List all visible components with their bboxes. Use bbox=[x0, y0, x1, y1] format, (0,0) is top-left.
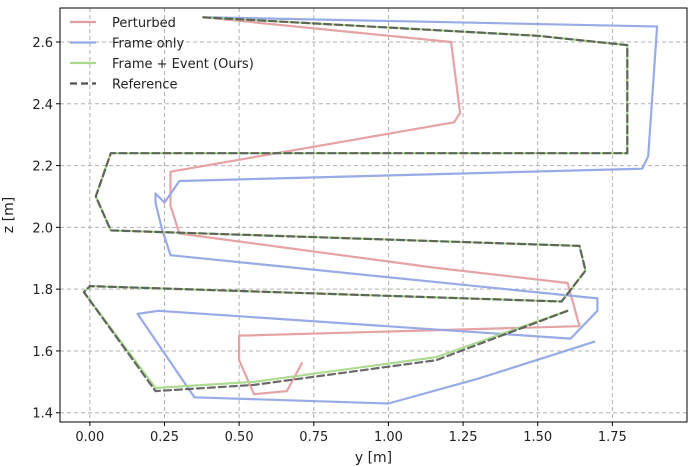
y-tick-label: 1.4 bbox=[32, 407, 53, 422]
x-tick-label: 1.75 bbox=[598, 430, 627, 445]
x-tick-label: 0.00 bbox=[75, 430, 104, 445]
y-tick-label: 2.2 bbox=[32, 160, 53, 175]
axis-ticks: 0.00 0.25 0.50 0.75 1.00 1.25 1.50 1.75 1.4 1.6 1.… bbox=[32, 36, 627, 445]
x-tick-label: 1.25 bbox=[449, 430, 478, 445]
x-axis-label: y [m] bbox=[355, 450, 392, 466]
legend: Perturbed Frame only Frame + Event (Ours) R… bbox=[70, 16, 254, 93]
x-tick-label: 1.00 bbox=[374, 430, 403, 445]
series-line-reference bbox=[82, 16, 629, 393]
x-tick-label: 0.50 bbox=[225, 430, 254, 445]
y-tick-label: 1.8 bbox=[32, 283, 53, 298]
series-lines bbox=[82, 16, 659, 405]
legend-entry-label: Frame + Event (Ours) bbox=[112, 57, 254, 72]
x-tick-label: 0.25 bbox=[150, 430, 179, 445]
y-tick-label: 1.6 bbox=[32, 345, 53, 360]
x-tick-label: 0.75 bbox=[299, 430, 328, 445]
x-tick-label: 1.50 bbox=[523, 430, 552, 445]
series-line-perturbed bbox=[169, 16, 581, 396]
series-line-frame-only bbox=[136, 16, 659, 405]
y-tick-label: 2.0 bbox=[32, 221, 53, 236]
plot-border bbox=[59, 7, 688, 423]
legend-entry-label: Reference bbox=[112, 78, 177, 93]
y-tick-label: 2.6 bbox=[32, 36, 53, 51]
legend-entry-label: Frame only bbox=[112, 37, 184, 52]
y-tick-label: 2.4 bbox=[32, 98, 53, 113]
y-axis-label: z [m] bbox=[1, 197, 17, 233]
legend-entry-label: Perturbed bbox=[112, 16, 176, 31]
